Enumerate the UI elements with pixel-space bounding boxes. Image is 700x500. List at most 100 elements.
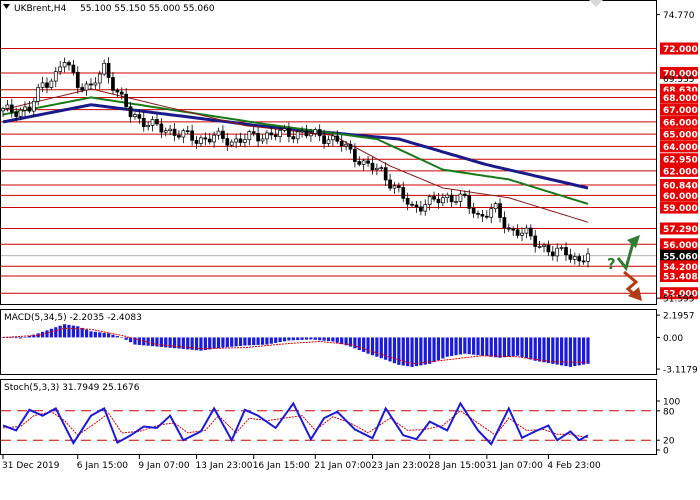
candle-body bbox=[317, 129, 322, 137]
macd-bar bbox=[238, 337, 243, 346]
candle-body bbox=[304, 130, 309, 137]
stoch-signal-line bbox=[2, 410, 589, 439]
candle-body bbox=[234, 138, 238, 143]
level-price-label: 62.000 bbox=[663, 167, 698, 177]
candle-body bbox=[559, 247, 564, 249]
candle-body bbox=[410, 203, 414, 206]
candle-body bbox=[177, 135, 181, 138]
macd-bar bbox=[194, 337, 199, 351]
candle-body bbox=[440, 197, 445, 204]
macd-bar bbox=[450, 337, 454, 356]
price-pane[interactable]: UKBrent,H4 55.100 55.150 55.000 55.060 ? bbox=[0, 0, 657, 305]
macd-pane[interactable]: MACD(5,34,5) -2.2035 -2.4083 bbox=[0, 309, 657, 375]
macd-bar bbox=[511, 337, 515, 357]
macd-bar bbox=[265, 337, 269, 345]
candle-body bbox=[194, 139, 199, 144]
candle-body bbox=[40, 82, 45, 88]
time-tick-label: 23 Jan 23:00 bbox=[371, 461, 428, 471]
macd-bar bbox=[366, 337, 370, 354]
macd-bar bbox=[93, 331, 97, 338]
candle-body bbox=[383, 167, 388, 181]
macd-bar bbox=[111, 334, 115, 338]
macd-tick-label: 2.1957 bbox=[663, 312, 695, 322]
macd-bar bbox=[190, 337, 194, 350]
macd-bar bbox=[428, 337, 432, 364]
macd-bar bbox=[269, 337, 273, 344]
candle-body bbox=[9, 104, 14, 113]
macd-bar bbox=[216, 337, 221, 349]
header-triangle-icon bbox=[3, 4, 10, 9]
candle-body bbox=[106, 62, 111, 78]
candle-body bbox=[498, 203, 502, 218]
candle-body bbox=[225, 138, 230, 146]
candle-body bbox=[115, 90, 120, 93]
macd-bar bbox=[58, 325, 62, 338]
candle-body bbox=[251, 131, 256, 134]
candle-body bbox=[238, 138, 243, 143]
candle-body bbox=[370, 162, 375, 170]
macd-bar bbox=[463, 337, 467, 354]
macd-bar bbox=[414, 337, 419, 367]
macd-bar bbox=[124, 337, 128, 340]
current-price-box bbox=[660, 249, 698, 262]
macd-axis: 2.1957 0.00 -3.1179 bbox=[656, 312, 698, 376]
candle-body bbox=[53, 71, 58, 82]
candle-body bbox=[163, 130, 168, 133]
level-price-box bbox=[660, 222, 698, 235]
macd-bar bbox=[203, 337, 207, 351]
level-price-box bbox=[660, 42, 698, 55]
macd-bar bbox=[533, 337, 537, 361]
macd-bar bbox=[502, 337, 507, 358]
time-tick-label: 21 Jan 07:00 bbox=[314, 461, 371, 471]
stoch-tick-label: 0 bbox=[663, 447, 669, 457]
candle-body bbox=[18, 109, 23, 117]
scenario-arrows: ? bbox=[607, 235, 642, 301]
level-price-box bbox=[660, 140, 698, 153]
macd-bar bbox=[98, 332, 102, 338]
macd-label: MACD(5,34,5) -2.2035 -2.4083 bbox=[4, 313, 142, 323]
level-price-box bbox=[660, 103, 698, 116]
candle-body bbox=[432, 196, 436, 200]
macd-bar bbox=[375, 337, 379, 357]
macd-bar bbox=[62, 324, 67, 338]
macd-bar bbox=[507, 337, 511, 357]
macd-bar bbox=[282, 337, 287, 342]
macd-bar bbox=[516, 337, 520, 356]
macd-bar bbox=[348, 337, 353, 347]
macd-bar bbox=[243, 337, 247, 346]
candle-body bbox=[273, 134, 278, 137]
scroll-marker-icon[interactable] bbox=[589, 0, 603, 7]
stoch-tick-label: 100 bbox=[663, 398, 680, 408]
candle-body bbox=[216, 130, 221, 136]
macd-bar bbox=[419, 337, 423, 366]
level-price-label: 53.408 bbox=[663, 272, 698, 282]
candle-body bbox=[537, 246, 542, 248]
macd-bar bbox=[423, 337, 427, 365]
macd-bar bbox=[485, 337, 489, 357]
macd-bar bbox=[146, 337, 150, 346]
candle-body bbox=[471, 208, 476, 214]
candle-body bbox=[71, 64, 76, 73]
level-price-box bbox=[660, 115, 698, 128]
stoch-pane[interactable]: Stoch(5,3,3) 31.7949 25.1676 bbox=[0, 379, 657, 455]
macd-bar bbox=[300, 337, 304, 340]
macd-bar bbox=[155, 337, 159, 347]
macd-bar bbox=[458, 337, 463, 355]
candle-body bbox=[243, 139, 247, 143]
time-tick-label: 16 Jan 15:00 bbox=[253, 461, 310, 471]
macd-bar bbox=[14, 337, 18, 339]
macd-bar bbox=[362, 337, 366, 352]
macd-bar bbox=[388, 337, 392, 362]
moving-averages bbox=[2, 88, 589, 223]
macd-bar bbox=[168, 337, 172, 348]
macd-bar bbox=[89, 331, 93, 338]
candle-body bbox=[361, 160, 366, 165]
candle-body bbox=[172, 128, 177, 136]
question-mark-icon: ? bbox=[607, 255, 616, 273]
candle-body bbox=[31, 100, 36, 112]
price-tick-label: 69.535 bbox=[663, 75, 695, 85]
macd-bar bbox=[23, 337, 27, 338]
candle-body bbox=[427, 196, 432, 205]
candle-body bbox=[190, 130, 194, 141]
